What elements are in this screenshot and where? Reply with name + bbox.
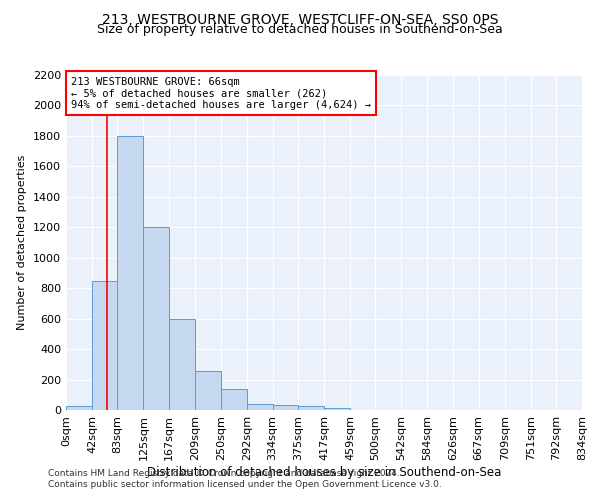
Bar xyxy=(272,404,298,410)
Bar xyxy=(324,408,350,410)
Text: Contains HM Land Registry data © Crown copyright and database right 2024.: Contains HM Land Registry data © Crown c… xyxy=(48,468,400,477)
Y-axis label: Number of detached properties: Number of detached properties xyxy=(17,155,28,330)
Text: 213 WESTBOURNE GROVE: 66sqm
← 5% of detached houses are smaller (262)
94% of sem: 213 WESTBOURNE GROVE: 66sqm ← 5% of deta… xyxy=(71,76,371,110)
Text: Size of property relative to detached houses in Southend-on-Sea: Size of property relative to detached ho… xyxy=(97,22,503,36)
Bar xyxy=(221,390,247,410)
Bar xyxy=(143,228,169,410)
Bar xyxy=(247,404,272,410)
Bar xyxy=(92,282,118,410)
Bar xyxy=(66,406,92,410)
Bar xyxy=(169,320,196,410)
X-axis label: Distribution of detached houses by size in Southend-on-Sea: Distribution of detached houses by size … xyxy=(147,466,501,478)
Bar xyxy=(298,406,324,410)
Text: 213, WESTBOURNE GROVE, WESTCLIFF-ON-SEA, SS0 0PS: 213, WESTBOURNE GROVE, WESTCLIFF-ON-SEA,… xyxy=(102,12,498,26)
Text: Contains public sector information licensed under the Open Government Licence v3: Contains public sector information licen… xyxy=(48,480,442,489)
Bar xyxy=(196,371,221,410)
Bar xyxy=(118,136,143,410)
